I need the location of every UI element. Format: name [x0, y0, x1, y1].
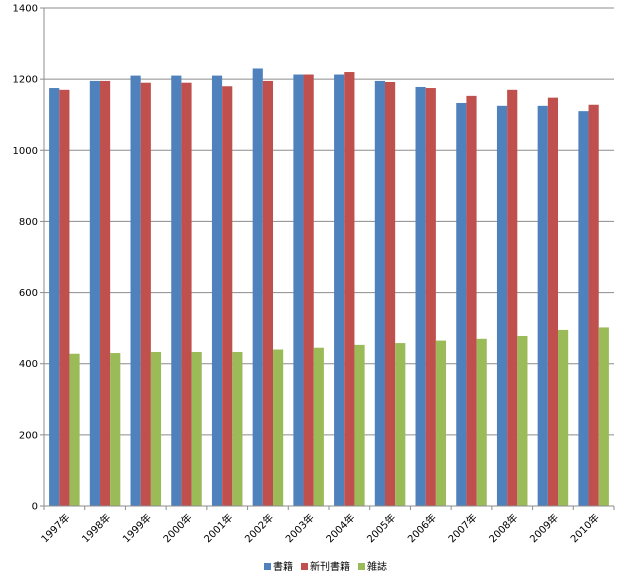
bar-2010年-雑誌 [598, 327, 609, 506]
x-tick-label: 1997年 [38, 511, 72, 545]
x-tick-label: 2008年 [486, 511, 520, 545]
bar-2000年-雑誌 [191, 351, 202, 506]
x-tick-label: 2003年 [283, 511, 317, 545]
bar-2003年-書籍 [293, 74, 304, 507]
bar-2007年-雑誌 [476, 338, 487, 506]
bar-2001年-書籍 [211, 75, 223, 506]
bar-2009年-書籍 [537, 105, 548, 507]
bars-layer [49, 68, 609, 507]
x-tick-label: 2002年 [242, 511, 276, 545]
axes [43, 8, 614, 507]
bar-2002年-新刊書籍 [262, 80, 274, 507]
bar-1999年-雑誌 [150, 351, 162, 506]
bar-1998年-雑誌 [110, 353, 121, 506]
bar-2008年-書籍 [496, 105, 508, 507]
bar-2010年-書籍 [578, 111, 589, 507]
bar-2008年-雑誌 [517, 335, 528, 506]
bar-2002年-雑誌 [273, 349, 284, 506]
y-tick-label: 0 [32, 502, 38, 513]
x-tick-label: 2005年 [364, 511, 398, 545]
bar-2004年-書籍 [334, 74, 345, 507]
y-tick-label: 200 [19, 430, 38, 441]
bar-1997年-書籍 [49, 88, 60, 507]
legend-swatch-雑誌 [358, 563, 365, 570]
bar-2006年-書籍 [415, 86, 426, 507]
bar-2001年-雑誌 [232, 351, 243, 506]
bar-2009年-雑誌 [558, 329, 569, 506]
legend-label: 書籍 [273, 560, 293, 573]
bar-1998年-新刊書籍 [99, 80, 111, 507]
legend-label: 新刊書籍 [310, 560, 350, 573]
bar-2000年-書籍 [171, 75, 182, 506]
x-axis-ticks: 1997年 1998年 1999年 2000年 2001年 2002年 2003年 2004年… [38, 506, 615, 545]
x-tick-label: 2006年 [405, 511, 439, 545]
bar-2001年-新刊書籍 [222, 86, 233, 506]
legend-swatch-書籍 [264, 563, 271, 570]
y-tick-label: 1400 [13, 4, 38, 15]
x-tick-label: 2001年 [201, 511, 235, 545]
x-tick-label: 2007年 [445, 511, 479, 545]
bar-1999年-新刊書籍 [140, 82, 151, 506]
x-tick-label: 1999年 [120, 511, 154, 545]
x-tick-label: 2000年 [160, 511, 194, 545]
y-tick-label: 800 [19, 217, 38, 228]
bar-2003年-新刊書籍 [303, 74, 314, 507]
x-tick-label: 1998年 [79, 511, 113, 545]
bar-2004年-新刊書籍 [344, 72, 355, 507]
bar-2006年-雑誌 [435, 340, 447, 506]
y-axis-ticks: 0 200 400 600 800 1000 1200 1400 [13, 4, 44, 513]
bar-2004年-雑誌 [354, 344, 365, 506]
legend-label: 雑誌 [367, 560, 387, 573]
bar-1998年-書籍 [89, 80, 100, 507]
x-tick-label: 2010年 [568, 511, 602, 545]
bar-1999年-書籍 [130, 75, 141, 506]
bar-2002年-書籍 [252, 68, 263, 506]
bar-2000年-新刊書籍 [181, 82, 192, 506]
bar-2006年-新刊書籍 [425, 88, 436, 507]
bar-2005年-書籍 [374, 80, 385, 507]
bar-2010年-新刊書籍 [588, 104, 599, 507]
legend-swatch-新刊書籍 [301, 563, 308, 570]
y-tick-label: 1200 [13, 75, 38, 86]
y-tick-label: 600 [19, 288, 38, 299]
x-tick-label: 2004年 [323, 511, 357, 545]
bar-2005年-雑誌 [395, 343, 406, 506]
bar-2007年-新刊書籍 [466, 95, 477, 507]
y-tick-label: 1000 [13, 146, 38, 157]
legend: 書籍 新刊書籍 雑誌 [264, 560, 387, 573]
gridlines [44, 7, 614, 436]
bar-2007年-書籍 [456, 102, 467, 507]
bar-2009年-新刊書籍 [547, 97, 559, 506]
bar-1997年-新刊書籍 [59, 89, 70, 507]
bar-2008年-新刊書籍 [507, 89, 518, 507]
bar-2003年-雑誌 [313, 347, 324, 506]
bar-2005年-新刊書籍 [384, 81, 396, 506]
y-tick-label: 400 [19, 359, 38, 370]
bar-1997年-雑誌 [69, 353, 80, 506]
x-tick-label: 2009年 [527, 511, 561, 545]
